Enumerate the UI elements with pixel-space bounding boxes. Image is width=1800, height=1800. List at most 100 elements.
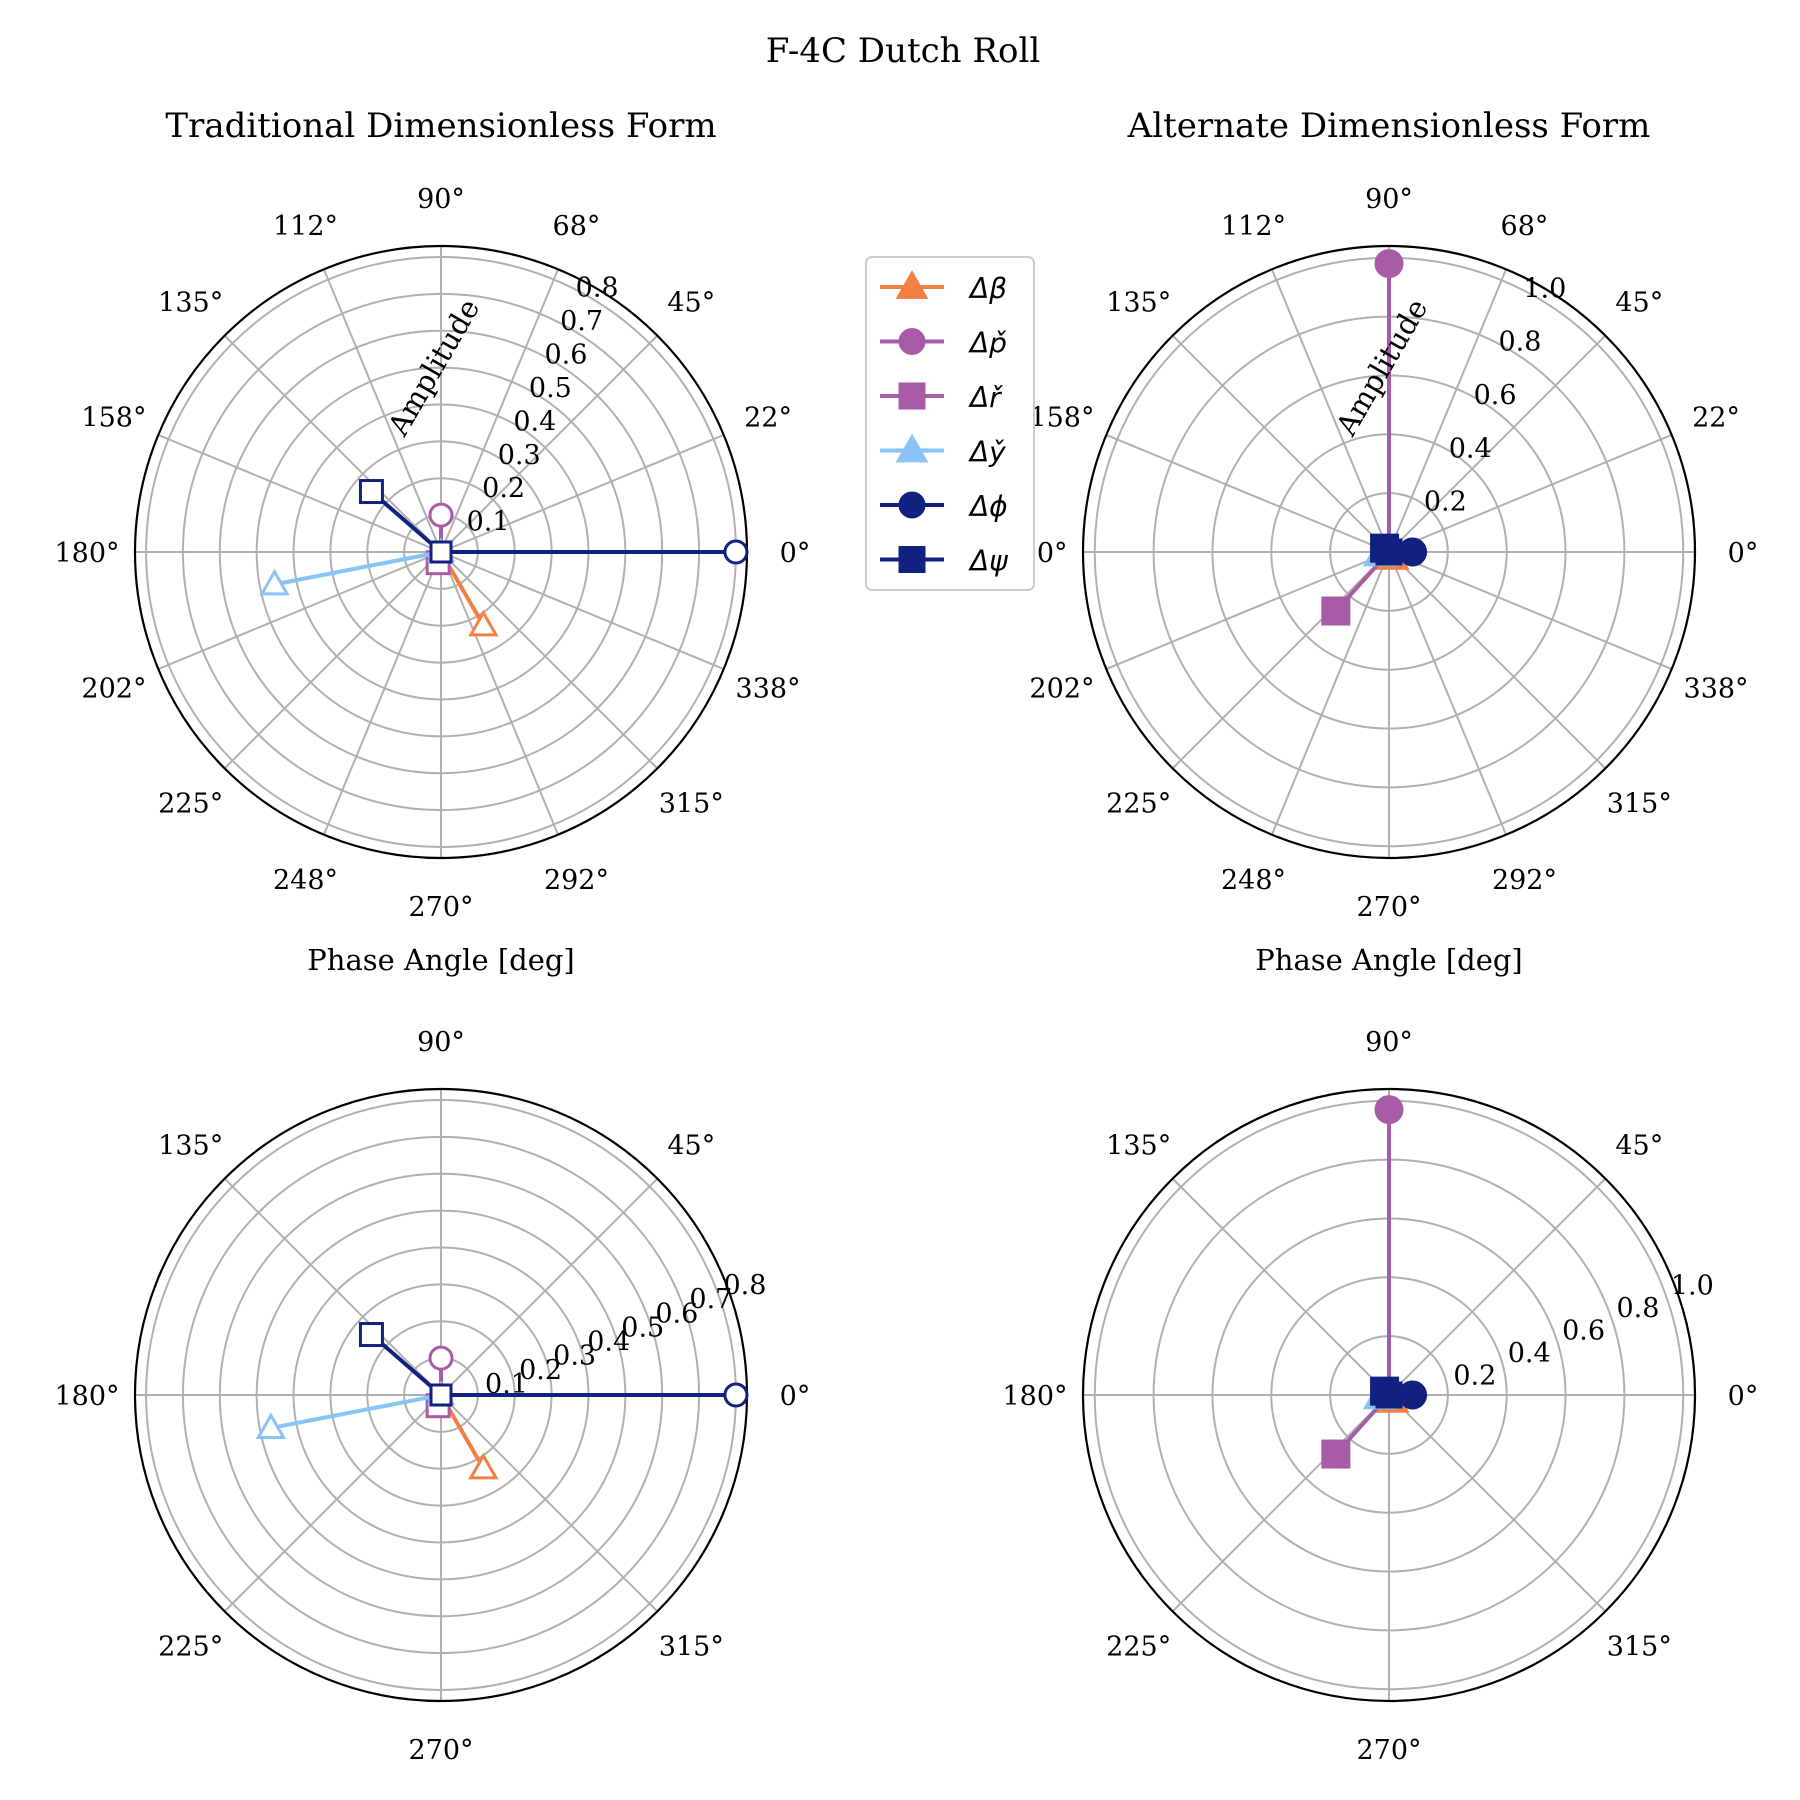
- angle-tick-label: 45°: [1615, 288, 1663, 319]
- angle-tick-label: 180°: [1002, 1381, 1067, 1412]
- data-point: [1398, 1380, 1428, 1410]
- angular-gridline: [1388, 268, 1508, 553]
- angular-gridline: [440, 334, 659, 553]
- legend-entry-delta-y: Δy̌: [880, 433, 1006, 469]
- y-axis-label: Amplitude: [381, 293, 487, 442]
- angle-tick-label: 45°: [667, 288, 715, 319]
- angle-tick-label: 135°: [1106, 1131, 1171, 1162]
- angle-tick-label: 225°: [158, 788, 223, 819]
- origin-marker: [429, 540, 453, 564]
- angular-gridline: [223, 1177, 442, 1396]
- angle-tick-label: 315°: [659, 1631, 724, 1662]
- series-delta-p: [1374, 1095, 1404, 1409]
- angular-gridline: [1171, 1177, 1390, 1396]
- series-delta-psi: [358, 479, 453, 564]
- angular-gridline: [322, 268, 442, 553]
- angle-tick-label: 90°: [1365, 184, 1413, 215]
- data-point: [1321, 1439, 1351, 1469]
- radial-tick-label: 0.2: [1453, 1360, 1496, 1391]
- data-point: [428, 502, 454, 528]
- data-point: [723, 539, 749, 565]
- series-line: [274, 550, 442, 587]
- radial-tick-label: 0.5: [621, 1312, 664, 1343]
- legend-marker: [898, 546, 926, 573]
- data-point: [255, 1412, 287, 1440]
- polar-panel-3: 0°45°90°135°180°225°270°315°0.10.20.30.4…: [54, 1027, 810, 1766]
- angular-gridline: [1388, 551, 1607, 770]
- angular-gridline: [440, 1177, 659, 1396]
- radial-tick-label: 0.6: [655, 1298, 698, 1329]
- series-delta-psi: [1370, 533, 1403, 566]
- angle-tick-label: 0°: [1728, 538, 1759, 569]
- angle-tick-label: 270°: [408, 892, 473, 923]
- legend-label: Δř: [968, 381, 1003, 414]
- angle-tick-label: 90°: [1365, 1027, 1413, 1058]
- angle-tick-label: 270°: [1356, 1735, 1421, 1766]
- series-delta-y: [255, 1380, 456, 1440]
- angular-gridline: [440, 551, 725, 671]
- radial-tick-label: 0.8: [1498, 327, 1541, 358]
- angular-gridline: [1388, 551, 1673, 671]
- legend-entry-delta-p: Δp̌: [880, 327, 1007, 360]
- legend: Δβ Δp̌ Δř Δy̌ Δϕ Δψ: [865, 256, 1035, 591]
- data-point: [468, 609, 499, 637]
- radial-tick-label: 0.3: [553, 1341, 596, 1372]
- data-point: [1370, 1376, 1400, 1406]
- angle-tick-label: 45°: [667, 1131, 715, 1162]
- angle-tick-label: 180°: [54, 538, 119, 569]
- radial-tick-label: 0.2: [482, 473, 525, 504]
- radial-tick-label: 0.4: [1508, 1338, 1551, 1369]
- legend-marker: [895, 433, 929, 463]
- angle-tick-label: 202°: [81, 673, 146, 704]
- data-point: [1374, 1095, 1404, 1125]
- angle-tick-label: 292°: [544, 865, 609, 896]
- radial-tick-label: 0.4: [1449, 433, 1492, 464]
- legend-label: Δβ: [968, 272, 1007, 305]
- polar-panel-1: 0° 22° 45° 68° 90° 112° 135° 158° 180° 202° 225° 24…: [54, 106, 810, 977]
- angle-tick-label: 90°: [417, 1027, 465, 1058]
- data-point: [1370, 533, 1400, 563]
- legend-entry-delta-phi: Δϕ: [880, 490, 1008, 523]
- radial-tick-label: 0.7: [689, 1284, 732, 1315]
- polar-panel-2: 0°22°45°68°90°112°135°158°180°202°225°24…: [1002, 106, 1758, 977]
- radial-tick-label: 1.0: [1523, 273, 1566, 304]
- angular-gridline: [1105, 551, 1390, 671]
- angle-tick-label: 202°: [1029, 673, 1094, 704]
- legend-label: Δp̌: [968, 327, 1007, 360]
- angle-tick-label: 22°: [1692, 403, 1740, 434]
- radial-tick-label: 0.8: [1616, 1293, 1659, 1324]
- angle-tick-label: 135°: [158, 288, 223, 319]
- angular-gridline: [1171, 551, 1390, 770]
- angular-gridline: [1388, 1177, 1607, 1396]
- data-point: [259, 568, 290, 596]
- angle-tick-label: 225°: [158, 1631, 223, 1662]
- polar-panel-4: 0° 45° 90° 135° 180° 225° 270° 315° 0.2 0.4 0.6 0.8…: [1002, 1027, 1758, 1766]
- radial-tick-label: 0.2: [1424, 487, 1467, 518]
- legend-marker: [898, 491, 926, 519]
- legend-marker: [898, 328, 926, 355]
- angular-gridline: [440, 1394, 659, 1613]
- angle-tick-label: 270°: [1356, 892, 1421, 923]
- angular-gridline: [223, 551, 442, 770]
- legend-label: Δy̌: [968, 436, 1006, 469]
- radial-tick-label: 0.2: [519, 1355, 562, 1386]
- angular-gridline: [440, 268, 560, 553]
- angular-gridline: [440, 551, 560, 836]
- angle-tick-label: 68°: [553, 211, 601, 242]
- angle-tick-label: 315°: [659, 788, 724, 819]
- data-point: [358, 479, 384, 505]
- angle-tick-label: 68°: [1501, 211, 1549, 242]
- angle-tick-label: 315°: [1607, 788, 1672, 819]
- angle-tick-label: 338°: [1684, 673, 1749, 704]
- angle-tick-label: 0°: [780, 538, 811, 569]
- angular-gridline: [1388, 1394, 1607, 1613]
- radial-tick-label: 0.4: [587, 1327, 630, 1358]
- radial-tick-label: 0.6: [1562, 1315, 1605, 1346]
- angular-gridline: [157, 551, 442, 671]
- angular-gridline: [1270, 551, 1390, 836]
- radial-tick-label: 0.1: [467, 507, 510, 538]
- panel-title: Alternate Dimensionless Form: [1127, 106, 1651, 146]
- angle-tick-label: 270°: [408, 1735, 473, 1766]
- angle-tick-label: 180°: [54, 1381, 119, 1412]
- radial-tick-label: 0.3: [498, 440, 541, 471]
